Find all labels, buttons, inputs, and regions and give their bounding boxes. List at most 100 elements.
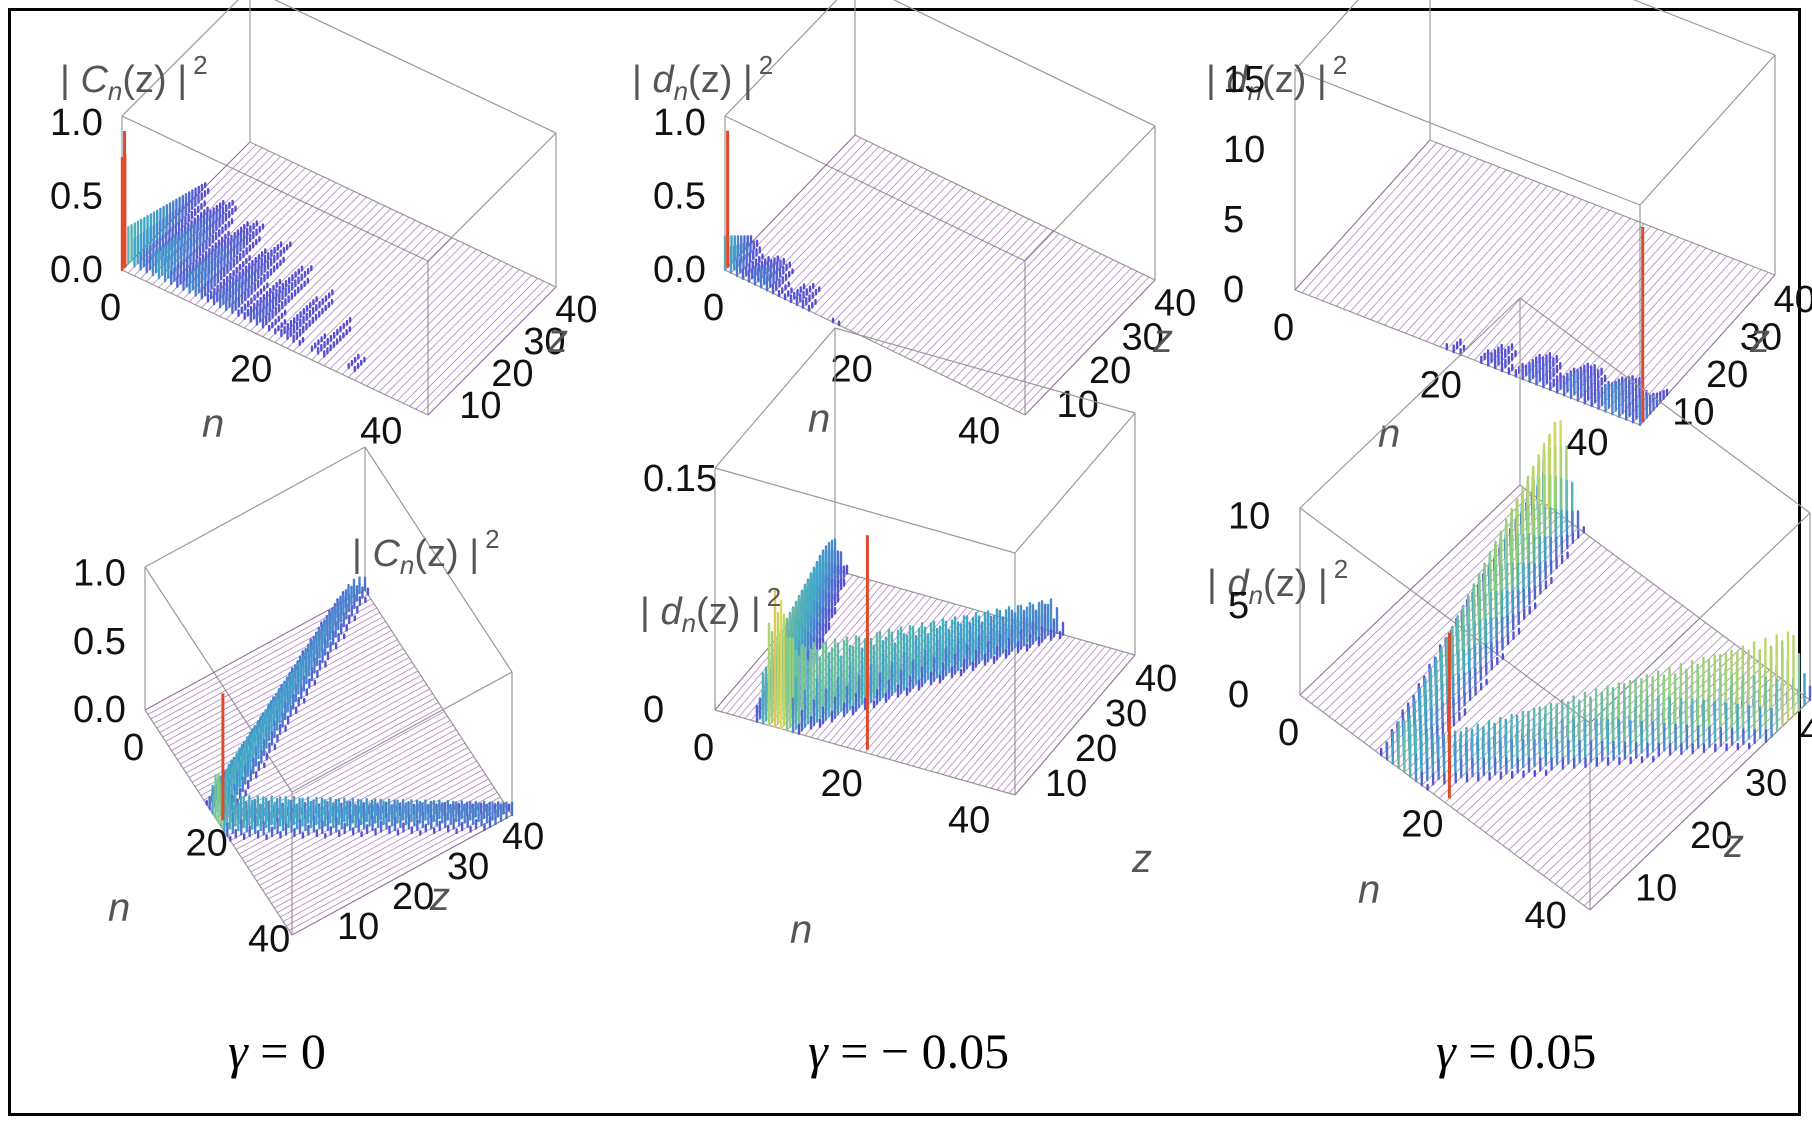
z-tick-label: 20 (392, 876, 434, 918)
n-tick-label: 20 (230, 349, 272, 391)
mesh-line (354, 251, 483, 381)
z-axis-name: z (1749, 317, 1770, 361)
mesh-line (1474, 209, 1610, 361)
z-axis-name: z (547, 317, 568, 361)
mesh-line (168, 625, 389, 747)
vertical-tick-label: 1.0 (653, 102, 706, 144)
mesh-line (990, 647, 1112, 789)
vertical-tick-label: 0.0 (50, 249, 103, 291)
z-tick-label: 20 (1089, 350, 1131, 392)
mesh-line (1584, 253, 1721, 404)
mesh-line (262, 208, 392, 337)
mesh-line (1006, 271, 1138, 407)
vertical-tick-label: 0.5 (50, 176, 103, 218)
mesh-line (880, 210, 1012, 346)
vertical-tick-label: 0.0 (653, 249, 706, 291)
mesh-line (886, 213, 1018, 349)
mesh-line (1515, 226, 1652, 377)
box-edge (291, 671, 513, 793)
mesh-line (238, 733, 460, 855)
mesh-line (1002, 651, 1124, 792)
mesh-line (996, 649, 1118, 791)
mesh-line (268, 778, 489, 900)
mesh-line (1384, 174, 1520, 326)
mesh-line (978, 644, 1100, 786)
mesh-line (1311, 493, 1532, 704)
vertical-axis-label: | dn(z) | 2 (1207, 554, 1348, 610)
n-tick-label: 40 (1525, 895, 1567, 937)
mesh-line (1487, 215, 1624, 366)
mesh-line (966, 641, 1088, 782)
box-edge (1014, 412, 1136, 554)
mesh-line (1570, 247, 1707, 399)
mesh-line (1446, 199, 1583, 350)
mesh-line (291, 814, 513, 936)
mesh-line (372, 260, 502, 390)
mesh-line (994, 265, 1126, 401)
panel-bottom-left: | Cn(z) | 2 0.0 0.5 1.0 0 20 40 10 20 30 40 n z (73, 446, 544, 960)
mesh-line (1439, 196, 1576, 347)
mesh-line (390, 269, 520, 398)
mesh-line (928, 233, 1060, 369)
mesh-line (384, 266, 514, 395)
mesh-line (838, 189, 970, 326)
n-axis-name: n (808, 397, 830, 441)
mesh-line (1632, 272, 1769, 423)
mesh-line (924, 629, 1046, 770)
vertical-tick-label: 1.0 (50, 102, 103, 144)
vertical-axis-label: | dn(z) | 2 (632, 50, 773, 106)
mesh-line (736, 140, 868, 277)
mesh-line (1501, 220, 1638, 372)
z-tick-label: 30 (1745, 763, 1787, 805)
mesh-line (1349, 161, 1486, 312)
z-axis-name: z (1131, 837, 1152, 881)
mesh-line (820, 181, 952, 317)
caption-gamma-neg: γ = − 0.05 (808, 1023, 1010, 1079)
mesh-line (954, 637, 1076, 779)
z-axis-name: z (429, 875, 450, 919)
n-tick-label: 40 (948, 799, 990, 841)
mesh-line (1415, 570, 1637, 782)
box-edge (1024, 125, 1156, 262)
box-edge (364, 446, 513, 673)
mesh-line (360, 254, 489, 384)
mesh-line (1556, 242, 1693, 393)
mesh-line (952, 244, 1084, 381)
z-tick-label: 10 (337, 906, 379, 948)
box-edge (1294, 0, 1359, 71)
mesh-line (1467, 207, 1603, 358)
vertical-tick-label: 5 (1228, 585, 1249, 627)
n-tick-label: 20 (1401, 803, 1443, 845)
mesh-line (165, 621, 386, 742)
mesh-line (916, 227, 1048, 364)
mesh-line (766, 155, 898, 291)
surface-ridges (1379, 420, 1812, 799)
box-edge (427, 132, 557, 262)
z-axis-name: z (1723, 822, 1744, 866)
n-tick-label: 20 (1420, 364, 1462, 406)
mesh-line (366, 257, 496, 387)
mesh-line (1433, 583, 1654, 795)
z-tick-label: 30 (447, 846, 489, 888)
n-tick-label: 40 (1566, 422, 1608, 464)
mesh-line (984, 646, 1106, 787)
mesh-line (958, 247, 1090, 384)
n-axis-name: n (790, 908, 812, 952)
mesh-line (808, 175, 940, 311)
z-tick-label: 20 (1690, 815, 1732, 857)
vertical-tick-label: 1.0 (73, 553, 126, 595)
mesh-line (288, 810, 510, 931)
box-edge (273, 0, 557, 134)
mesh-line (144, 589, 366, 711)
mesh-line (1322, 150, 1458, 302)
vertical-tick-label: 10 (1223, 129, 1265, 171)
mesh-line (1450, 596, 1672, 808)
mesh-line (1024, 279, 1156, 416)
z-tick-label: 20 (1075, 728, 1117, 770)
mesh-line (1427, 579, 1648, 790)
z-tick-label: 30 (1740, 317, 1782, 359)
mesh-line (1315, 147, 1451, 299)
n-axis-name: n (1378, 412, 1400, 456)
